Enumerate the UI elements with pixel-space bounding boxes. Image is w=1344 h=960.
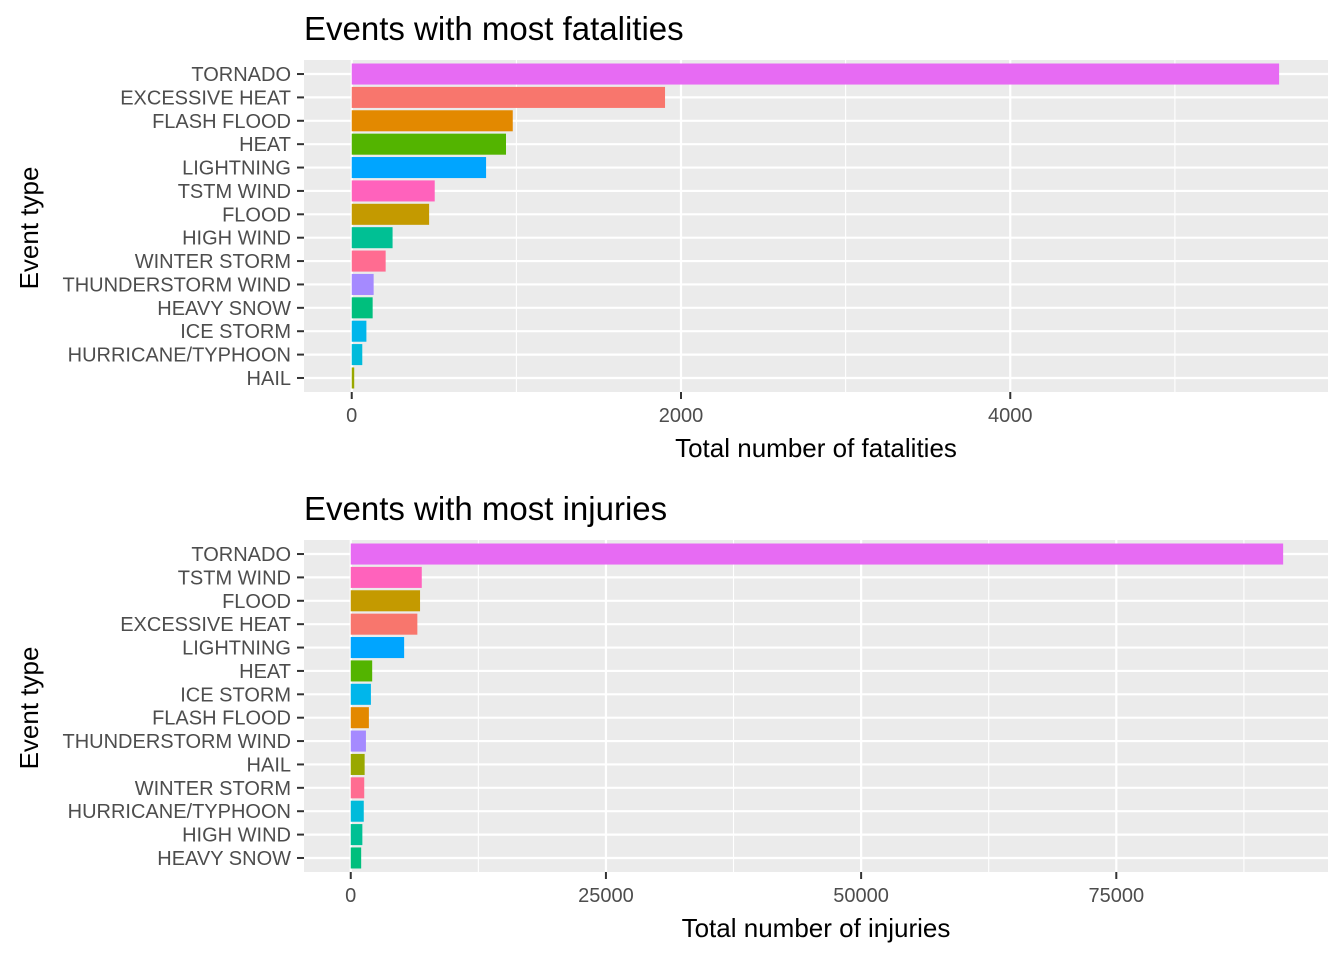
chart1-bar: [351, 110, 513, 132]
chart2-bar: [350, 753, 365, 775]
chart1-bar: [351, 344, 363, 366]
chart1-category-label: THUNDERSTORM WIND: [62, 274, 291, 296]
chart2-x-axis-title: Total number of injuries: [682, 913, 951, 943]
chart1-bar: [351, 63, 1280, 85]
chart1-title: Events with most fatalities: [304, 10, 684, 47]
chart2-bar: [350, 590, 421, 612]
chart2-x-tick-label: 0: [345, 885, 356, 907]
chart2-category-label: ICE STORM: [180, 684, 291, 706]
chart1-category-label: ICE STORM: [180, 321, 291, 343]
chart1-bar: [351, 203, 430, 225]
chart2-category-label: HIGH WIND: [182, 825, 291, 847]
chart2-bar: [350, 800, 364, 822]
chart2-title: Events with most injuries: [304, 490, 667, 527]
chart1-category-label: TSTM WIND: [178, 181, 291, 203]
chart2-panel: [304, 540, 1328, 872]
chart2-bar: [350, 683, 371, 705]
chart1-bar: [351, 86, 666, 108]
chart2-x-tick-label: 50000: [833, 885, 889, 907]
chart2-x-tick-label: 25000: [578, 885, 634, 907]
chart2-bar: [350, 824, 363, 846]
chart2-bar: [350, 566, 422, 588]
chart1-bar: [351, 157, 487, 179]
chart2-category-label: WINTER STORM: [135, 778, 291, 800]
chart2-bar: [350, 847, 362, 869]
chart1-category-label: EXCESSIVE HEAT: [120, 87, 291, 109]
chart2-category-label: HEAT: [239, 661, 291, 683]
chart1-bar: [351, 133, 507, 155]
chart2-bar: [350, 613, 418, 635]
chart2-bar: [350, 660, 373, 682]
chart2-category-label: EXCESSIVE HEAT: [120, 614, 291, 636]
chart1-bar: [351, 297, 373, 319]
chart1-x-tick-label: 4000: [988, 405, 1033, 427]
chart1-category-label: FLASH FLOOD: [152, 111, 291, 133]
chart1-y-axis-title: Event type: [14, 167, 44, 290]
chart1-bar: [351, 227, 393, 249]
chart1-x-axis-title: Total number of fatalities: [675, 433, 957, 463]
chart1-category-label: LIGHTNING: [182, 158, 291, 180]
chart2-bar: [350, 777, 365, 799]
chart2-bar: [350, 543, 1284, 565]
chart2-x-tick-label: 75000: [1088, 885, 1144, 907]
chart1-bar: [351, 367, 355, 389]
chart2-category-label: TSTM WIND: [178, 567, 291, 589]
chart1-category-label: HEAVY SNOW: [157, 298, 291, 320]
chart2-category-label: HURRICANE/TYPHOON: [68, 801, 291, 823]
chart2-category-label: THUNDERSTORM WIND: [62, 731, 291, 753]
chart2-category-label: HAIL: [247, 754, 291, 776]
chart2-category-label: TORNADO: [191, 544, 291, 566]
chart1-x-tick-label: 2000: [659, 405, 704, 427]
chart1-category-label: HEAT: [239, 134, 291, 156]
chart2-category-label: LIGHTNING: [182, 638, 291, 660]
chart2-bar: [350, 707, 369, 729]
chart2-category-label: FLOOD: [222, 591, 291, 613]
chart2-bar: [350, 637, 405, 659]
chart1-category-label: HAIL: [247, 368, 291, 390]
chart2-category-label: FLASH FLOOD: [152, 708, 291, 730]
chart1-category-label: HIGH WIND: [182, 228, 291, 250]
chart1-category-label: HURRICANE/TYPHOON: [68, 345, 291, 367]
chart1-category-label: FLOOD: [222, 204, 291, 226]
chart1-category-label: TORNADO: [191, 64, 291, 86]
chart2-y-axis-title: Event type: [14, 647, 44, 770]
chart1-bar: [351, 320, 367, 342]
chart2-category-label: HEAVY SNOW: [157, 848, 291, 870]
chart1-bar: [351, 250, 386, 272]
chart1-bar: [351, 273, 374, 295]
chart1-x-tick-label: 0: [346, 405, 357, 427]
chart1-category-label: WINTER STORM: [135, 251, 291, 273]
chart1-bar: [351, 180, 435, 202]
chart2-bar: [350, 730, 366, 752]
